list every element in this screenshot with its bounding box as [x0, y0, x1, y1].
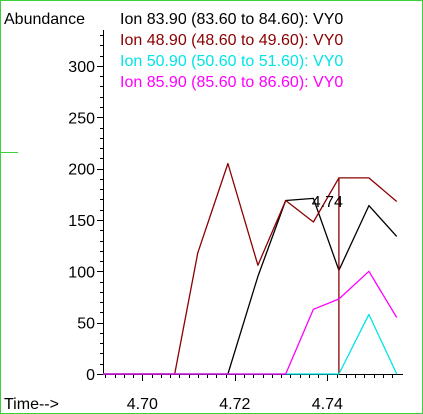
peak-label: 4.74 — [312, 194, 343, 211]
legend-entry-4: Ion 85.90 (85.60 to 86.60): VY0 — [120, 74, 343, 91]
y-tick-label: 150 — [68, 213, 95, 230]
legend-entry-2: Ion 48.90 (48.60 to 49.60): VY0 — [120, 32, 343, 49]
frame-tab-mark — [0, 152, 18, 153]
y-tick-label: 100 — [68, 264, 95, 281]
legend: Ion 83.90 (83.60 to 84.60): VY0 Ion 48.90… — [120, 11, 343, 91]
x-tick-label: 4.72 — [219, 396, 250, 413]
x-axis-label: Time--> — [4, 396, 59, 413]
x-tick-label: 4.74 — [312, 396, 343, 413]
series-line-3 — [103, 313, 398, 375]
legend-entry-3: Ion 50.90 (50.60 to 51.60): VY0 — [120, 53, 343, 70]
y-tick-label: 200 — [68, 162, 95, 179]
x-tick-label: 4.70 — [127, 396, 158, 413]
y-tick-label: 250 — [68, 110, 95, 127]
series-line-2 — [103, 162, 398, 375]
y-tick-label: 50 — [77, 316, 95, 333]
axes: 0 50 100 150 200 250 300 4.70 4.72 4.74 — [68, 30, 403, 413]
series-line-4 — [103, 270, 398, 375]
y-axis-label: Abundance — [4, 11, 85, 28]
plot-lines — [103, 162, 398, 375]
y-tick-label: 0 — [86, 367, 95, 384]
legend-entry-1: Ion 83.90 (83.60 to 84.60): VY0 — [120, 11, 343, 28]
y-tick-label: 300 — [68, 59, 95, 76]
annotations: 4.74 — [312, 194, 343, 211]
